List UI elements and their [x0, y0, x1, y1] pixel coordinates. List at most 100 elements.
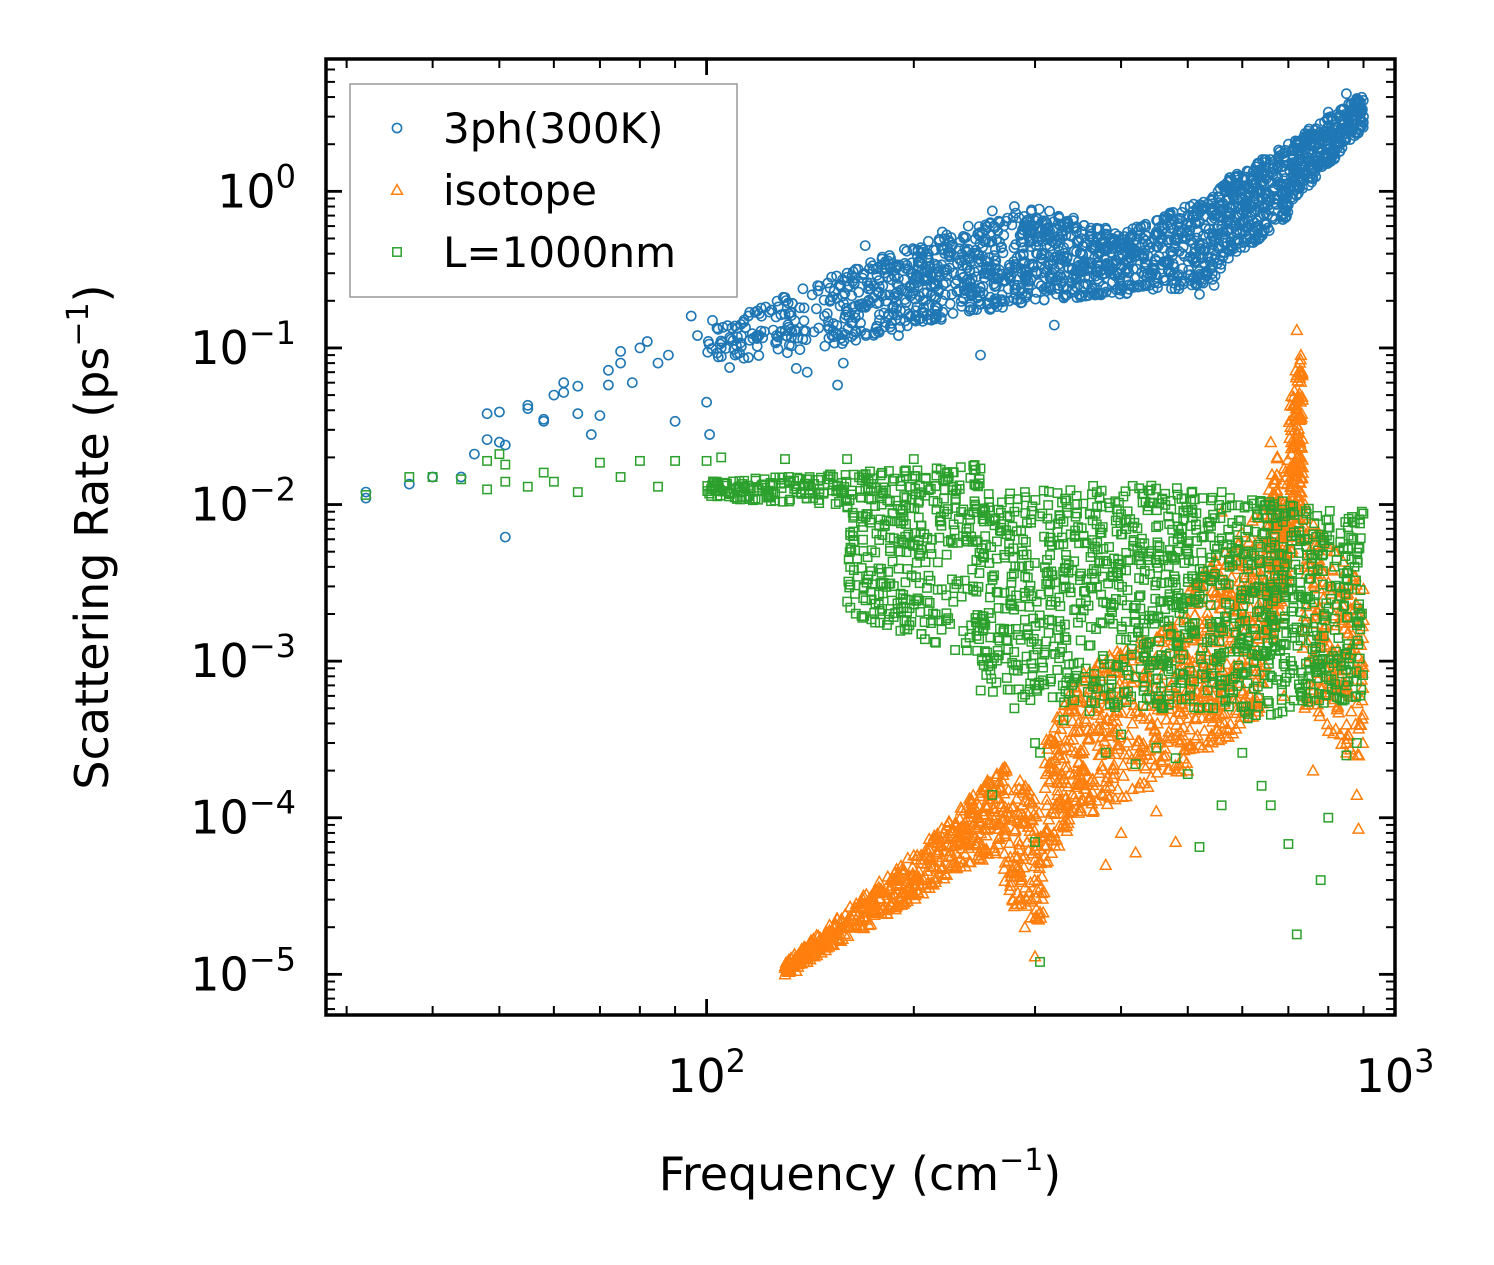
data-point: [1339, 736, 1354, 749]
data-point: [1051, 742, 1065, 755]
data-point: [792, 332, 804, 344]
data-point: [992, 587, 1003, 598]
data-point: [1047, 692, 1058, 703]
data-point: [1106, 597, 1117, 608]
data-point: [1176, 248, 1188, 259]
data-point: [1110, 515, 1121, 526]
data-point: [1077, 743, 1091, 756]
data-point: [1020, 537, 1031, 547]
data-point: [865, 257, 876, 268]
data-point: [572, 380, 584, 392]
data-point: [997, 786, 1011, 799]
data-point: [1212, 733, 1226, 746]
data-point: [1081, 732, 1095, 745]
data-point: [900, 465, 911, 476]
data-point: [1110, 702, 1120, 712]
data-point: [1082, 792, 1097, 805]
data-point: [1176, 728, 1190, 741]
data-point: [866, 545, 877, 556]
data-point: [915, 550, 926, 561]
data-point: [1104, 613, 1115, 623]
data-point: [878, 482, 889, 493]
data-point: [866, 594, 877, 605]
data-point: [1083, 640, 1094, 651]
data-point: [1258, 179, 1270, 190]
data-point: [1350, 696, 1364, 709]
data-point: [1275, 476, 1289, 489]
data-point: [729, 349, 741, 361]
data-point: [863, 283, 874, 295]
data-point: [1096, 762, 1110, 775]
data-point: [1355, 654, 1369, 667]
data-point: [874, 314, 885, 326]
data-point: [1296, 173, 1308, 185]
data-point: [845, 602, 856, 613]
data-point: [1186, 633, 1201, 646]
data-point: [1064, 659, 1075, 670]
data-point: [956, 300, 967, 312]
data-point: [1087, 774, 1102, 787]
data-point: [926, 549, 937, 560]
data-point: [1069, 695, 1080, 706]
data-point: [984, 497, 995, 507]
series-circle: [360, 88, 1369, 543]
data-point: [1192, 226, 1204, 238]
data-point: [1028, 843, 1043, 856]
data-point: [1085, 508, 1095, 519]
data-point: [1182, 210, 1194, 221]
data-point: [798, 325, 809, 337]
data-point: [942, 474, 953, 484]
data-point: [1096, 589, 1107, 600]
data-point: [707, 314, 718, 326]
data-point: [1033, 203, 1045, 215]
data-point: [1059, 573, 1070, 584]
data-point: [1061, 289, 1072, 301]
data-point: [908, 891, 922, 904]
data-point: [728, 343, 740, 355]
data-point: [1281, 452, 1295, 465]
data-point: [1115, 705, 1129, 718]
data-point: [1200, 605, 1215, 618]
data-point: [669, 415, 681, 427]
data-point: [1038, 829, 1052, 842]
data-point: [1341, 625, 1356, 638]
data-point: [960, 259, 972, 271]
data-point: [1191, 232, 1202, 244]
data-point: [846, 489, 857, 500]
data-point: [1062, 812, 1076, 825]
data-point: [910, 848, 924, 861]
data-point: [1068, 745, 1082, 758]
data-point: [1168, 835, 1183, 848]
data-point: [1133, 747, 1147, 760]
data-point: [1100, 286, 1112, 298]
data-point: [744, 334, 756, 346]
data-point: [942, 849, 956, 862]
data-point: [899, 294, 911, 305]
data-point: [1033, 277, 1045, 289]
data-point: [858, 511, 868, 522]
data-point: [800, 954, 814, 968]
data-point: [810, 928, 824, 941]
data-point: [1021, 216, 1033, 228]
data-point: [1254, 232, 1266, 244]
data-point: [981, 846, 995, 859]
data-point: [858, 268, 870, 279]
data-point: [925, 575, 936, 586]
data-point: [1221, 722, 1236, 736]
data-point: [1004, 624, 1015, 635]
data-point: [846, 270, 858, 282]
data-point: [812, 280, 824, 291]
data-point: [995, 507, 1006, 518]
data-point: [1097, 571, 1108, 582]
data-point: [1358, 111, 1369, 122]
data-point: [1090, 508, 1101, 519]
data-point: [959, 243, 971, 254]
data-point: [1033, 905, 1047, 918]
data-point: [1091, 263, 1103, 275]
data-point: [875, 902, 890, 915]
data-point: [1095, 524, 1106, 535]
data-point: [984, 218, 996, 229]
data-point: [973, 817, 988, 830]
data-point: [721, 480, 732, 491]
data-point: [930, 609, 941, 620]
